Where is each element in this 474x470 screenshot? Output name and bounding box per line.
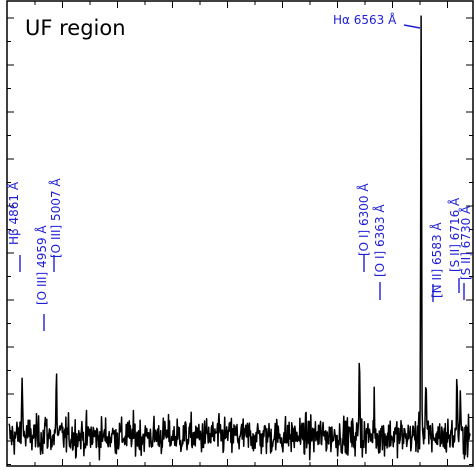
peak-label: [O III] 4959 Å [34,225,49,305]
peak-label: [O I] 6363 Å [372,204,387,277]
line-labels: Hβ 4861 Å [O III] 4959 Å[O III] 5007 Å [O … [6,12,473,331]
plot-frame [6,0,474,467]
peak-label: [S II] 6716 Å [447,197,462,272]
peak-label: Hβ 4861 Å [6,181,21,245]
peak-label: [N II] 6583 Å [429,222,444,298]
spectrum-line [8,15,471,461]
peak-label: [O III] 5007 Å [48,178,63,258]
peak-label: Hα 6563 Å [333,12,397,27]
peak-label: [S II] 6730 Å [458,205,473,280]
peak-label: [O I] 6300 Å [356,183,371,256]
axis-ticks [7,1,473,466]
peak-marker [403,24,421,29]
chart-title: UF region [25,16,126,40]
